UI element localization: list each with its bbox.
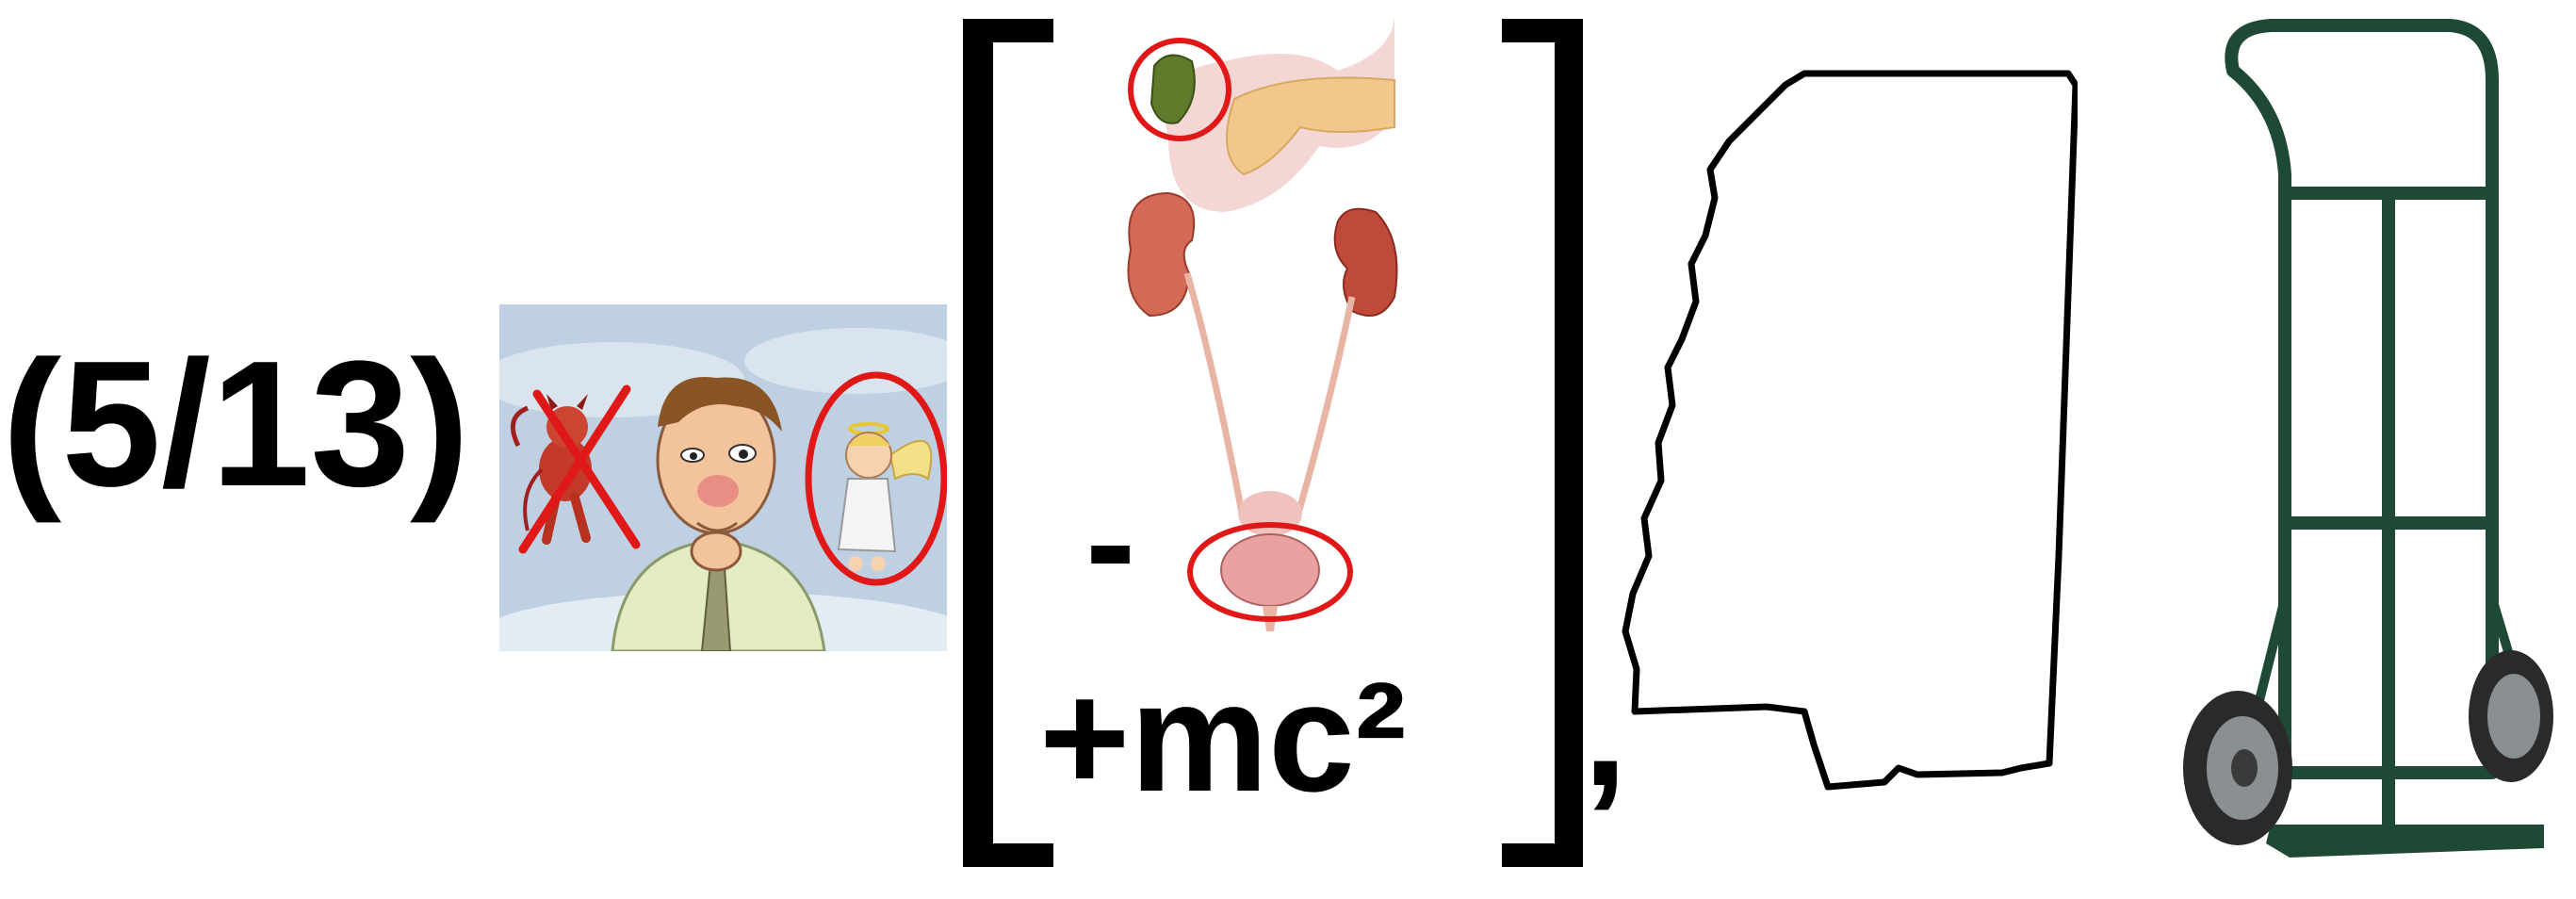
organs-picture xyxy=(1112,14,1404,646)
right-kidney xyxy=(1333,207,1398,317)
conscience-picture xyxy=(499,304,947,651)
red-x-icon xyxy=(518,384,641,554)
red-circle-icon xyxy=(1187,522,1353,622)
red-circle-icon xyxy=(1128,38,1231,141)
hand-truck-icon xyxy=(2183,19,2553,858)
minus-text: - xyxy=(1085,457,1136,626)
wheel-right xyxy=(2469,650,2553,782)
gallbladder xyxy=(1149,54,1196,124)
angel-devil-conscience-icon xyxy=(499,304,947,651)
man-figure xyxy=(611,377,826,651)
state-outline xyxy=(1616,66,2078,792)
left-bracket-icon xyxy=(963,19,1053,867)
right-bracket xyxy=(1500,19,1585,867)
bladder xyxy=(1220,533,1320,607)
left-kidney xyxy=(1127,191,1196,318)
urinary-organs-icon xyxy=(1127,14,1398,631)
mc-squared-text: +mc² xyxy=(1039,650,1407,824)
comma-text: , xyxy=(1583,641,1628,820)
wheel-left xyxy=(2183,691,2292,845)
red-circle-icon xyxy=(805,371,947,586)
right-bracket-icon xyxy=(1502,19,1583,867)
mississippi-outline-icon xyxy=(1622,70,2078,791)
hand-truck xyxy=(2167,14,2563,886)
left-bracket xyxy=(952,19,1055,867)
fraction-text: (5/13) xyxy=(2,324,470,524)
angel-figure xyxy=(837,422,933,571)
